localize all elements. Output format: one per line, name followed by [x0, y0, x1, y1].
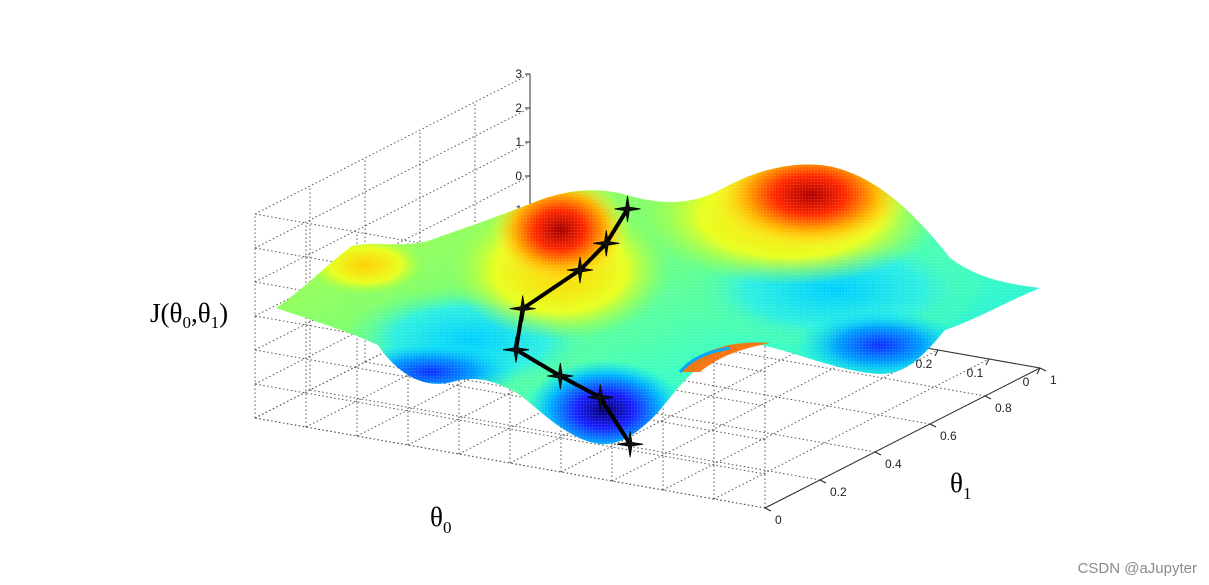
y-axis-line [764, 367, 1041, 509]
surface-fold [680, 342, 770, 372]
z-tick-label: 0 [515, 169, 522, 183]
y-tick-label: 0.2 [830, 485, 847, 499]
y-tick-label: 0.8 [995, 401, 1012, 415]
path-point-marker [547, 362, 574, 390]
path-point-marker [587, 384, 614, 411]
surface-fold-edge [678, 346, 731, 373]
svg-text:J(θ0,θ1): J(θ0,θ1) [150, 298, 228, 332]
y-tick-mark [984, 395, 992, 400]
x-tick-label: 0 [1023, 375, 1030, 389]
y-tick-label: 0 [775, 513, 782, 527]
path-point-marker [509, 295, 536, 322]
y-tick-mark [819, 479, 827, 484]
path-point-marker [566, 256, 594, 284]
y-tick-mark [929, 423, 937, 428]
x-tick-mark [985, 358, 990, 366]
y-tick-mark [1039, 367, 1047, 372]
path-line [514, 207, 632, 446]
z-tick-label: 2 [515, 101, 522, 115]
back-wall-gridline [254, 73, 531, 215]
floor-gridline [662, 349, 939, 491]
path-point-marker [617, 431, 644, 458]
path-point-marker [593, 230, 620, 257]
floor-gridline [560, 331, 837, 473]
x-tick-mark [1036, 367, 1041, 375]
back-wall-gridline [254, 141, 531, 283]
x-tick-mark [934, 349, 939, 357]
x-tick-label: 0.1 [967, 366, 984, 380]
z-axis-label: J(θ0,θ1) [150, 298, 228, 332]
path-point-marker [502, 336, 530, 363]
path-point-marker [614, 195, 641, 222]
gradient-descent-path [502, 195, 644, 458]
watermark: CSDN @aJupyter [1077, 560, 1197, 577]
back-wall-gridline [254, 175, 531, 317]
z-tick-label: 1 [515, 135, 522, 149]
back-wall-gridline [254, 107, 531, 249]
y-tick-label: 0.6 [940, 429, 957, 443]
y-tick-label: 1 [1050, 373, 1057, 387]
z-tick-label: 3 [515, 67, 522, 81]
floor-gridline [713, 358, 990, 500]
x-tick-label: 0.2 [916, 357, 933, 371]
y-tick-label: 0.4 [885, 457, 902, 471]
surface [276, 164, 1040, 445]
y-tick-mark [764, 507, 772, 512]
svg-text:θ0: θ0 [430, 502, 451, 537]
x-axis-label: θ0 [430, 502, 451, 537]
svg-text:θ1: θ1 [950, 468, 971, 503]
y-axis-label: θ1 [950, 468, 971, 503]
y-tick-mark [874, 451, 882, 456]
